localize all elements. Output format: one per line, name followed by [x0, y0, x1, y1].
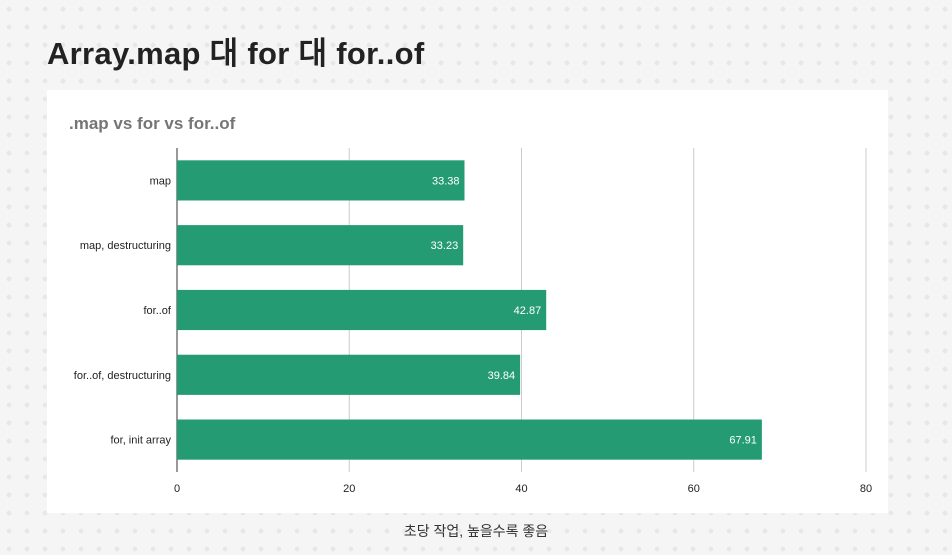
category-label: for..of, destructuring	[74, 370, 171, 382]
bar-value-label: 33.38	[432, 175, 460, 187]
x-tick-label: 40	[515, 483, 527, 495]
chart-caption: 초당 작업, 높을수록 좋음	[0, 521, 952, 541]
bar	[177, 420, 762, 460]
x-tick-label: 20	[343, 483, 355, 495]
category-label: map	[150, 175, 171, 187]
chart-card: .map vs for vs for..of 0 20 40 60 80 33.38 map…	[47, 90, 888, 513]
bar-value-label: 67.91	[729, 435, 757, 447]
x-tick-label: 60	[688, 483, 700, 495]
bar	[177, 355, 520, 395]
category-label: for, init array	[110, 435, 171, 447]
bar-value-label: 42.87	[514, 305, 542, 317]
bar-value-label: 33.23	[431, 240, 459, 252]
page-title: Array.map 대 for 대 for..of	[47, 28, 424, 73]
category-label: for..of	[143, 305, 171, 317]
x-tick-label: 80	[860, 483, 872, 495]
bar-value-label: 39.84	[488, 370, 516, 382]
x-tick-label: 0	[174, 483, 180, 495]
bar	[177, 290, 546, 330]
bar	[177, 160, 464, 200]
bar-chart: 0 20 40 60 80 33.38 map 33.23 map, destructuring…	[47, 90, 888, 513]
bar	[177, 225, 463, 265]
category-label: map, destructuring	[80, 240, 171, 252]
